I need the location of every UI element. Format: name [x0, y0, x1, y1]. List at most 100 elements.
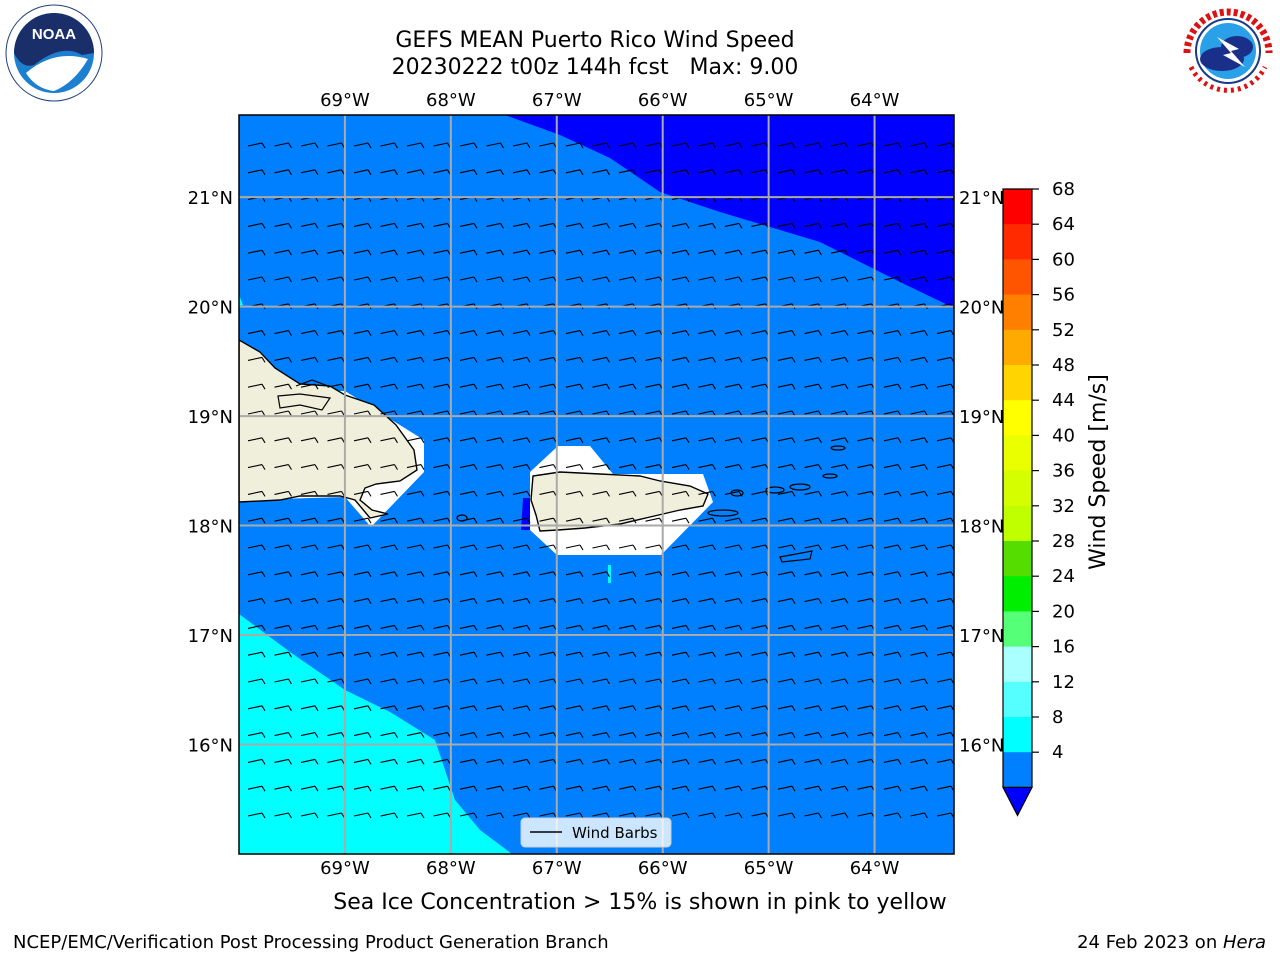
wind-barb — [592, 598, 610, 604]
wind-barb — [724, 222, 743, 229]
wind-barb — [618, 142, 637, 149]
wind-barb — [671, 678, 690, 685]
wind-barb — [247, 758, 266, 765]
wind-barb — [592, 678, 610, 685]
wind-barb — [883, 437, 902, 444]
wind-barb — [618, 356, 637, 363]
wind-barb — [724, 624, 743, 631]
wind-barb — [804, 490, 822, 497]
wind-barb — [698, 651, 716, 658]
wind-barb — [618, 544, 637, 551]
wind-barb — [883, 678, 902, 685]
wind-barb — [459, 142, 478, 149]
wind-barb — [592, 330, 610, 336]
wind-barb — [830, 222, 849, 229]
wind-barb — [910, 732, 928, 738]
wind-barb — [592, 758, 610, 765]
lon-tick-bottom: 68°W — [426, 858, 476, 879]
wind-barb — [512, 437, 531, 444]
wind-barb — [618, 517, 637, 524]
wind-barb — [380, 222, 398, 229]
wind-barb — [618, 785, 637, 792]
wind-barb — [618, 598, 637, 604]
wind-barb — [274, 169, 292, 176]
wind-barb — [380, 812, 398, 819]
wind-barb — [592, 222, 610, 229]
wind-barb — [565, 651, 584, 658]
wind-barb — [274, 437, 292, 444]
wind-barb — [459, 732, 478, 738]
wind-barb — [910, 517, 928, 524]
wind-barb — [777, 464, 796, 470]
lon-tick-top: 69°W — [320, 90, 370, 111]
colorbar-segment — [1003, 505, 1032, 542]
wind-barb — [274, 705, 292, 712]
legend-label: Wind Barbs — [572, 824, 658, 842]
wind-barb — [724, 812, 743, 819]
wind-barb — [724, 276, 743, 283]
wind-barb — [804, 517, 822, 524]
wind-barb — [592, 544, 610, 551]
wind-barb — [883, 705, 902, 712]
wind-barb — [910, 169, 928, 176]
wind-barb — [830, 812, 849, 819]
wind-barb — [406, 544, 425, 551]
lat-tick-right: 19°N — [959, 407, 1004, 428]
wind-barb — [486, 169, 504, 176]
wind-barb — [512, 356, 531, 363]
wind-barb — [512, 598, 531, 604]
colorbar-tick-label: 44 — [1052, 390, 1075, 411]
colorbar-segment — [1003, 259, 1032, 296]
wind-barb — [512, 732, 531, 738]
lat-tick-left: 21°N — [188, 188, 233, 209]
wind-barb — [592, 732, 610, 738]
wind-barb — [671, 785, 690, 792]
wind-barb — [618, 276, 637, 283]
wind-barb — [274, 356, 292, 363]
wind-barb — [830, 598, 849, 604]
wind-barb — [698, 330, 716, 336]
colorbar-tick-label: 16 — [1052, 637, 1075, 658]
wind-barb — [910, 678, 928, 685]
colorbar-tick-label: 12 — [1052, 672, 1075, 693]
wind-barb — [353, 732, 372, 738]
wind-barb — [830, 249, 849, 256]
wind-barb — [406, 705, 425, 712]
wind-barb — [247, 517, 266, 524]
colorbar-segment — [1003, 400, 1032, 436]
wind-barb — [406, 464, 425, 470]
wind-barb — [380, 249, 398, 256]
wind-barb — [592, 651, 610, 658]
wind-barb — [486, 705, 504, 712]
wind-barb — [565, 142, 584, 149]
wind-barb — [724, 169, 743, 176]
wind-barb — [698, 571, 716, 578]
wind-barb — [777, 651, 796, 658]
wind-barb — [459, 330, 478, 336]
wind-barb — [486, 517, 504, 524]
wind-barb — [592, 249, 610, 256]
colorbar-tick-label: 64 — [1052, 214, 1075, 235]
wind-barb — [565, 598, 584, 604]
wind-barb — [698, 276, 716, 283]
lat-tick-left: 20°N — [188, 298, 233, 319]
wind-barb — [910, 598, 928, 604]
wind-barb — [247, 249, 266, 256]
wind-barb — [910, 142, 928, 149]
wind-barb — [698, 142, 716, 149]
wind-barb — [247, 169, 266, 176]
colorbar-tick-label: 28 — [1052, 531, 1075, 552]
wind-barb — [300, 651, 319, 658]
wind-barb — [459, 437, 478, 444]
wind-barb — [459, 758, 478, 765]
wind-barb — [804, 383, 822, 390]
colorbar-segment — [1003, 752, 1032, 788]
wind-barb — [830, 758, 849, 765]
wind-barb — [724, 758, 743, 765]
wind-barb — [300, 249, 319, 256]
colorbar-segment — [1003, 224, 1032, 260]
wind-barb — [274, 785, 292, 792]
wind-barb — [883, 544, 902, 551]
wind-barb — [671, 464, 690, 470]
wind-barb — [512, 705, 531, 712]
